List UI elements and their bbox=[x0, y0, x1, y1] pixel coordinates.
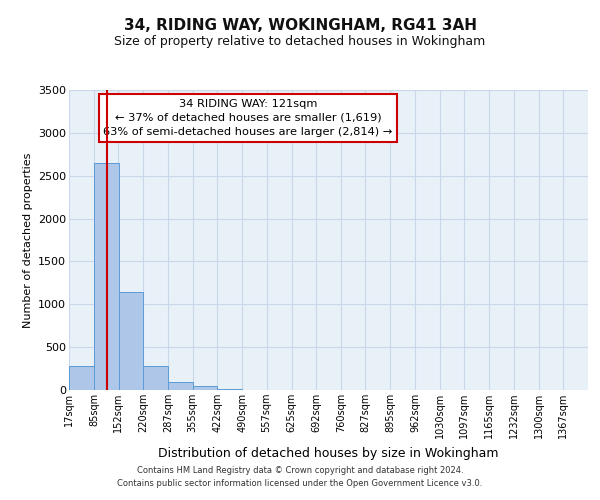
Bar bbox=[69, 366, 94, 390]
Text: 34 RIDING WAY: 121sqm
← 37% of detached houses are smaller (1,619)
63% of semi-d: 34 RIDING WAY: 121sqm ← 37% of detached … bbox=[103, 99, 392, 137]
Text: Size of property relative to detached houses in Wokingham: Size of property relative to detached ho… bbox=[115, 35, 485, 48]
Text: Contains HM Land Registry data © Crown copyright and database right 2024.
Contai: Contains HM Land Registry data © Crown c… bbox=[118, 466, 482, 487]
Y-axis label: Number of detached properties: Number of detached properties bbox=[23, 152, 32, 328]
Bar bbox=[94, 163, 119, 390]
Bar bbox=[217, 389, 242, 390]
Bar bbox=[168, 382, 193, 390]
Bar bbox=[119, 292, 143, 390]
Text: 34, RIDING WAY, WOKINGHAM, RG41 3AH: 34, RIDING WAY, WOKINGHAM, RG41 3AH bbox=[124, 18, 476, 32]
Bar bbox=[193, 386, 217, 390]
X-axis label: Distribution of detached houses by size in Wokingham: Distribution of detached houses by size … bbox=[158, 446, 499, 460]
Bar bbox=[143, 366, 168, 390]
